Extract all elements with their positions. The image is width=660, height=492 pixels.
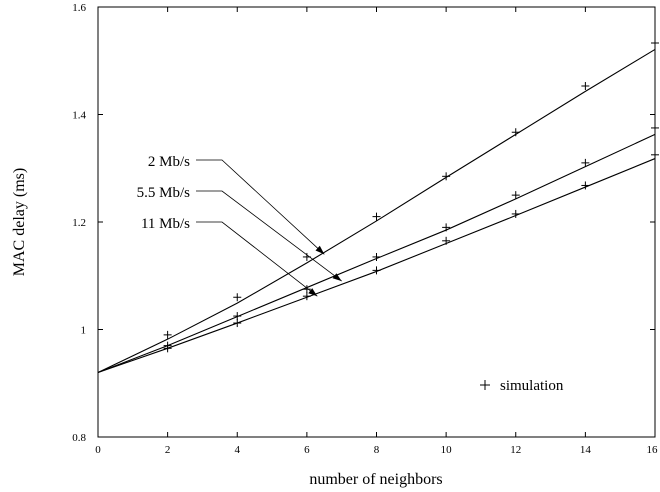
y-tick-label-1: 1	[81, 325, 87, 337]
y-tick-label-1-4: 1.4	[72, 110, 86, 122]
annotation-leader-2-mb-s	[196, 159, 325, 255]
x-tick-label-8: 8	[374, 444, 380, 456]
x-tick-label-16: 16	[647, 444, 659, 456]
sim-point-11-mb-s-12	[511, 209, 520, 218]
legend: simulation	[480, 378, 564, 394]
annotation-label-11-mb-s: 11 Mb/s	[141, 216, 190, 232]
x-tick-label-10: 10	[441, 444, 453, 456]
y-axis-title: MAC delay (ms)	[11, 168, 28, 276]
annotation-11-mb-s: 11 Mb/s	[141, 216, 318, 297]
legend-label: simulation	[500, 378, 564, 394]
sim-point-11-mb-s-16	[651, 150, 659, 159]
sim-point-2-mb-s-16	[651, 39, 659, 48]
sim-point-11-mb-s-10	[442, 236, 451, 245]
curve-2-mb-s	[97, 48, 656, 373]
y-tick-label-0-8: 0.8	[72, 432, 86, 444]
y-tick-label-1-2: 1.2	[72, 217, 86, 229]
annotation-label-5-5-mb-s: 5.5 Mb/s	[137, 185, 191, 201]
sim-point-2-mb-s-4	[233, 293, 242, 302]
sim-point-5-5-mb-s-4	[233, 312, 242, 321]
sim-point-5-5-mb-s-6	[302, 285, 311, 294]
x-axis: 0 2 4 6 8 10 12 14 16	[95, 7, 658, 456]
x-axis-title: number of neighbors	[309, 471, 442, 488]
sim-point-2-mb-s-12	[511, 128, 520, 137]
x-tick-label-12: 12	[510, 444, 521, 456]
sim-point-5-5-mb-s-14	[581, 158, 590, 167]
sim-point-2-mb-s-8	[372, 212, 381, 221]
annotation-label-2-mb-s: 2 Mb/s	[148, 154, 190, 170]
sim-point-2-mb-s-10	[442, 172, 451, 181]
annotation-2-mb-s: 2 Mb/s	[148, 154, 325, 255]
sim-point-5-5-mb-s-12	[511, 191, 520, 200]
annotation-5-5-mb-s: 5.5 Mb/s	[137, 185, 342, 282]
x-tick-label-0: 0	[95, 444, 101, 456]
annotation-arrowhead-2-mb-s	[315, 245, 325, 255]
analytical-curves	[97, 48, 656, 374]
sim-point-2-mb-s-14	[581, 82, 590, 91]
series-annotations: 2 Mb/s 5.5 Mb/s 11 Mb/s	[137, 154, 342, 297]
x-tick-label-2: 2	[165, 444, 171, 456]
sim-point-11-mb-s-6	[302, 292, 311, 301]
sim-point-11-mb-s-8	[372, 266, 381, 275]
y-tick-label-1-6: 1.6	[72, 2, 86, 14]
sim-point-5-5-mb-s-10	[442, 223, 451, 232]
sim-point-11-mb-s-4	[233, 319, 242, 328]
x-tick-label-14: 14	[580, 444, 592, 456]
sim-point-2-mb-s-2	[163, 330, 172, 339]
annotation-leader-11-mb-s	[196, 221, 318, 297]
annotation-arrowhead-11-mb-s	[308, 288, 318, 297]
x-tick-label-6: 6	[304, 444, 310, 456]
annotation-arrowhead-5-5-mb-s	[332, 273, 342, 282]
x-tick-label-4: 4	[235, 444, 241, 456]
sim-point-5-5-mb-s-8	[372, 252, 381, 261]
sim-point-11-mb-s-14	[581, 181, 590, 190]
sim-point-5-5-mb-s-16	[651, 123, 659, 132]
sim-point-11-mb-s-2	[163, 344, 172, 353]
simulation-markers	[163, 39, 659, 353]
annotation-leader-5-5-mb-s	[196, 190, 342, 282]
y-axis: 0.8 1 1.2 1.4 1.6	[72, 2, 655, 444]
